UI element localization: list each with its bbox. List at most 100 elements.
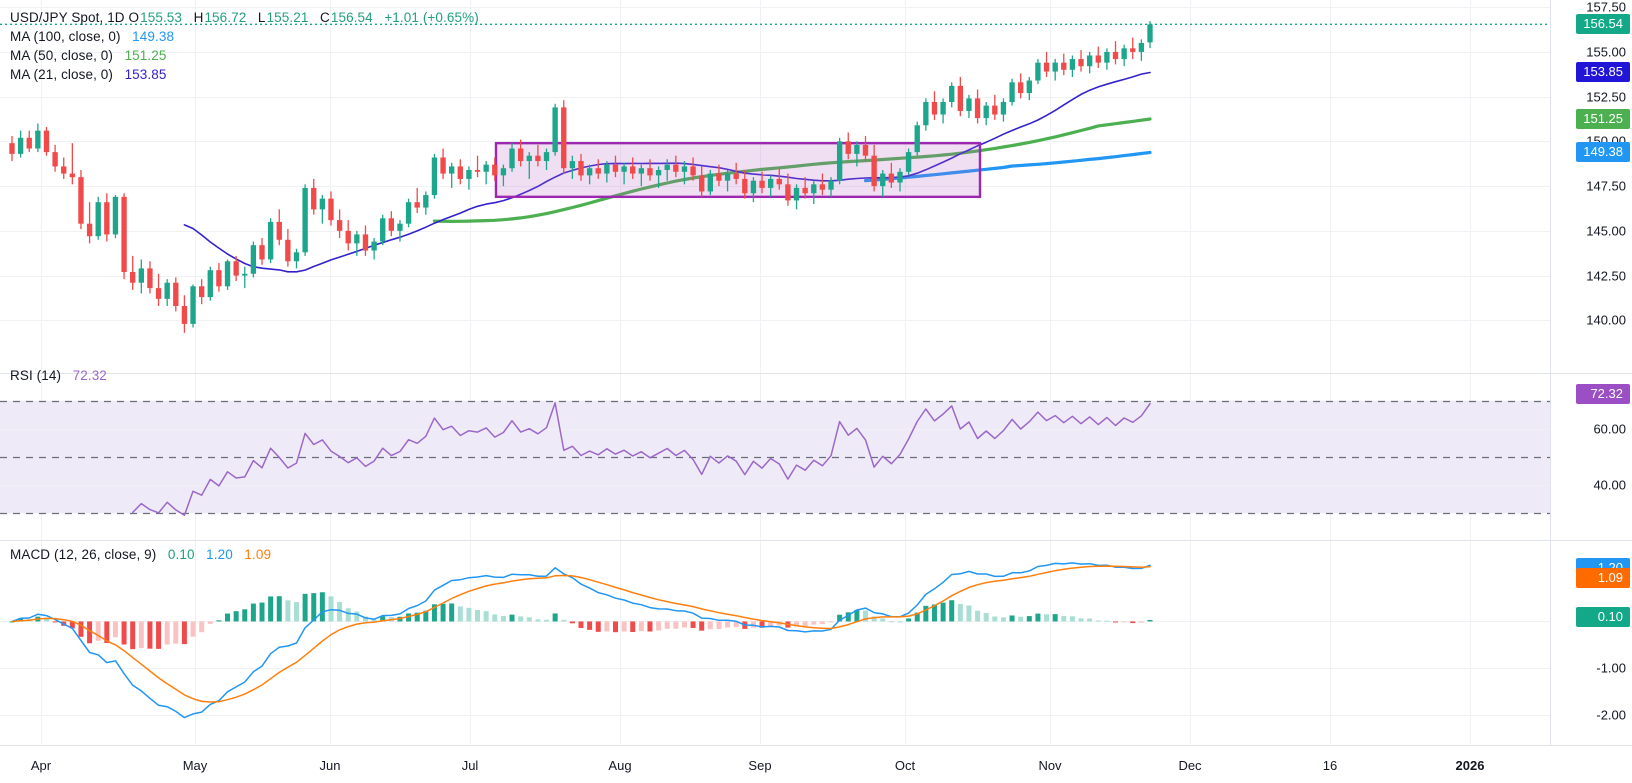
candle-body[interactable] [1035, 62, 1041, 81]
candle-body[interactable] [1095, 55, 1101, 63]
candle-body[interactable] [880, 173, 886, 187]
candle-body[interactable] [750, 180, 757, 194]
candle-body[interactable] [173, 282, 179, 306]
candle-body[interactable] [328, 198, 334, 221]
candle-body[interactable] [914, 125, 920, 153]
candle-body[interactable] [707, 173, 713, 192]
candle-body[interactable] [931, 102, 938, 115]
candle-body[interactable] [285, 239, 291, 262]
candle-body[interactable] [630, 166, 636, 174]
candle-body[interactable] [181, 306, 188, 324]
candle-body[interactable] [388, 218, 395, 231]
candle-body[interactable] [604, 164, 610, 174]
candle-body[interactable] [414, 202, 420, 208]
candle-body[interactable] [578, 161, 584, 176]
axis-value-badge[interactable]: 72.32 [1576, 384, 1630, 405]
candle-body[interactable] [492, 164, 498, 176]
right-value-axis[interactable]: 157.50 155.00 152.50 150.00 147.50 145.00 142.… [1550, 0, 1632, 745]
candle-body[interactable] [681, 166, 688, 172]
candle-body[interactable] [380, 218, 386, 242]
candle-body[interactable] [69, 173, 76, 178]
candle-body[interactable] [61, 166, 67, 174]
candle-body[interactable] [819, 184, 826, 190]
candle-body[interactable] [466, 170, 472, 179]
candle-body[interactable] [612, 164, 619, 172]
axis-value-badge[interactable]: 0.10 [1576, 606, 1630, 627]
candle-body[interactable] [354, 234, 360, 244]
ma21-legend[interactable]: MA (21, close, 0) 153.85 [10, 67, 166, 82]
candle-body[interactable] [311, 187, 317, 210]
candle-body[interactable] [716, 173, 722, 181]
candle-body[interactable] [362, 234, 369, 251]
candle-body[interactable] [923, 102, 929, 126]
candle-body[interactable] [802, 187, 808, 194]
candle-body[interactable] [474, 170, 481, 172]
ma50-legend[interactable]: MA (50, close, 0) 151.25 [10, 48, 166, 63]
candle-body[interactable] [1104, 51, 1110, 63]
candle-body[interactable] [52, 152, 58, 167]
candle-body[interactable] [276, 221, 282, 240]
candle-body[interactable] [431, 157, 438, 196]
candle-body[interactable] [500, 168, 507, 176]
candle-body[interactable] [405, 202, 412, 224]
candle-body[interactable] [1069, 59, 1076, 70]
candle-body[interactable] [1000, 102, 1007, 115]
candle-body[interactable] [26, 137, 32, 149]
candle-body[interactable] [1009, 82, 1015, 102]
rsi-legend[interactable]: RSI (14) 72.32 [10, 368, 107, 383]
candle-body[interactable] [664, 164, 670, 170]
candle-body[interactable] [1121, 48, 1127, 60]
candle-body[interactable] [673, 164, 679, 172]
chart-plot-area[interactable] [0, 0, 1550, 745]
candle-body[interactable] [776, 178, 782, 185]
candle-body[interactable] [250, 245, 257, 274]
candle-body[interactable] [104, 202, 110, 235]
candle-body[interactable] [121, 196, 127, 272]
candle-body[interactable] [35, 130, 41, 149]
axis-value-badge[interactable]: 156.54 [1576, 14, 1630, 35]
time-axis[interactable]: Apr May Jun Jul Aug Sep Oct Nov Dec 16 2026 [0, 745, 1632, 783]
candle-body[interactable] [336, 220, 343, 231]
candle-body[interactable] [742, 178, 748, 194]
candle-body[interactable] [699, 175, 705, 192]
candle-body[interactable] [483, 164, 489, 172]
candle-body[interactable] [319, 198, 326, 210]
candle-body[interactable] [345, 230, 351, 244]
candle-body[interactable] [836, 141, 843, 181]
candle-body[interactable] [155, 288, 162, 299]
candle-body[interactable] [147, 268, 153, 289]
candle-body[interactable] [897, 171, 903, 183]
candle-body[interactable] [1061, 62, 1067, 70]
candle-body[interactable] [957, 85, 964, 111]
candle-body[interactable] [267, 221, 274, 260]
candle-body[interactable] [397, 223, 403, 231]
candle-body[interactable] [371, 241, 377, 251]
candle-body[interactable] [78, 177, 84, 224]
axis-value-badge[interactable]: 151.25 [1576, 109, 1630, 129]
candle-body[interactable] [17, 137, 24, 154]
candle-body[interactable] [1052, 62, 1058, 72]
candle-body[interactable] [130, 272, 136, 283]
candle-body[interactable] [621, 166, 627, 172]
candle-body[interactable] [43, 130, 50, 153]
candle-body[interactable] [862, 144, 869, 156]
candle-body[interactable] [586, 168, 593, 176]
candle-body[interactable] [517, 148, 524, 162]
axis-value-badge[interactable]: 153.85 [1576, 62, 1630, 83]
candle-body[interactable] [759, 180, 765, 188]
candle-body[interactable] [164, 282, 170, 299]
candle-body[interactable] [190, 286, 196, 324]
candle-body[interactable] [216, 270, 222, 287]
candle-body[interactable] [992, 105, 998, 115]
axis-value-badge[interactable]: 149.38 [1576, 142, 1630, 163]
candle-body[interactable] [86, 223, 93, 237]
candle-body[interactable] [207, 270, 213, 298]
candle-body[interactable] [767, 178, 774, 188]
candle-body[interactable] [983, 105, 989, 119]
candle-body[interactable] [440, 157, 446, 174]
candle-body[interactable] [259, 245, 265, 260]
candle-body[interactable] [1026, 80, 1032, 94]
candle-body[interactable] [733, 173, 739, 179]
candle-body[interactable] [854, 144, 860, 154]
candle-body[interactable] [785, 184, 791, 201]
